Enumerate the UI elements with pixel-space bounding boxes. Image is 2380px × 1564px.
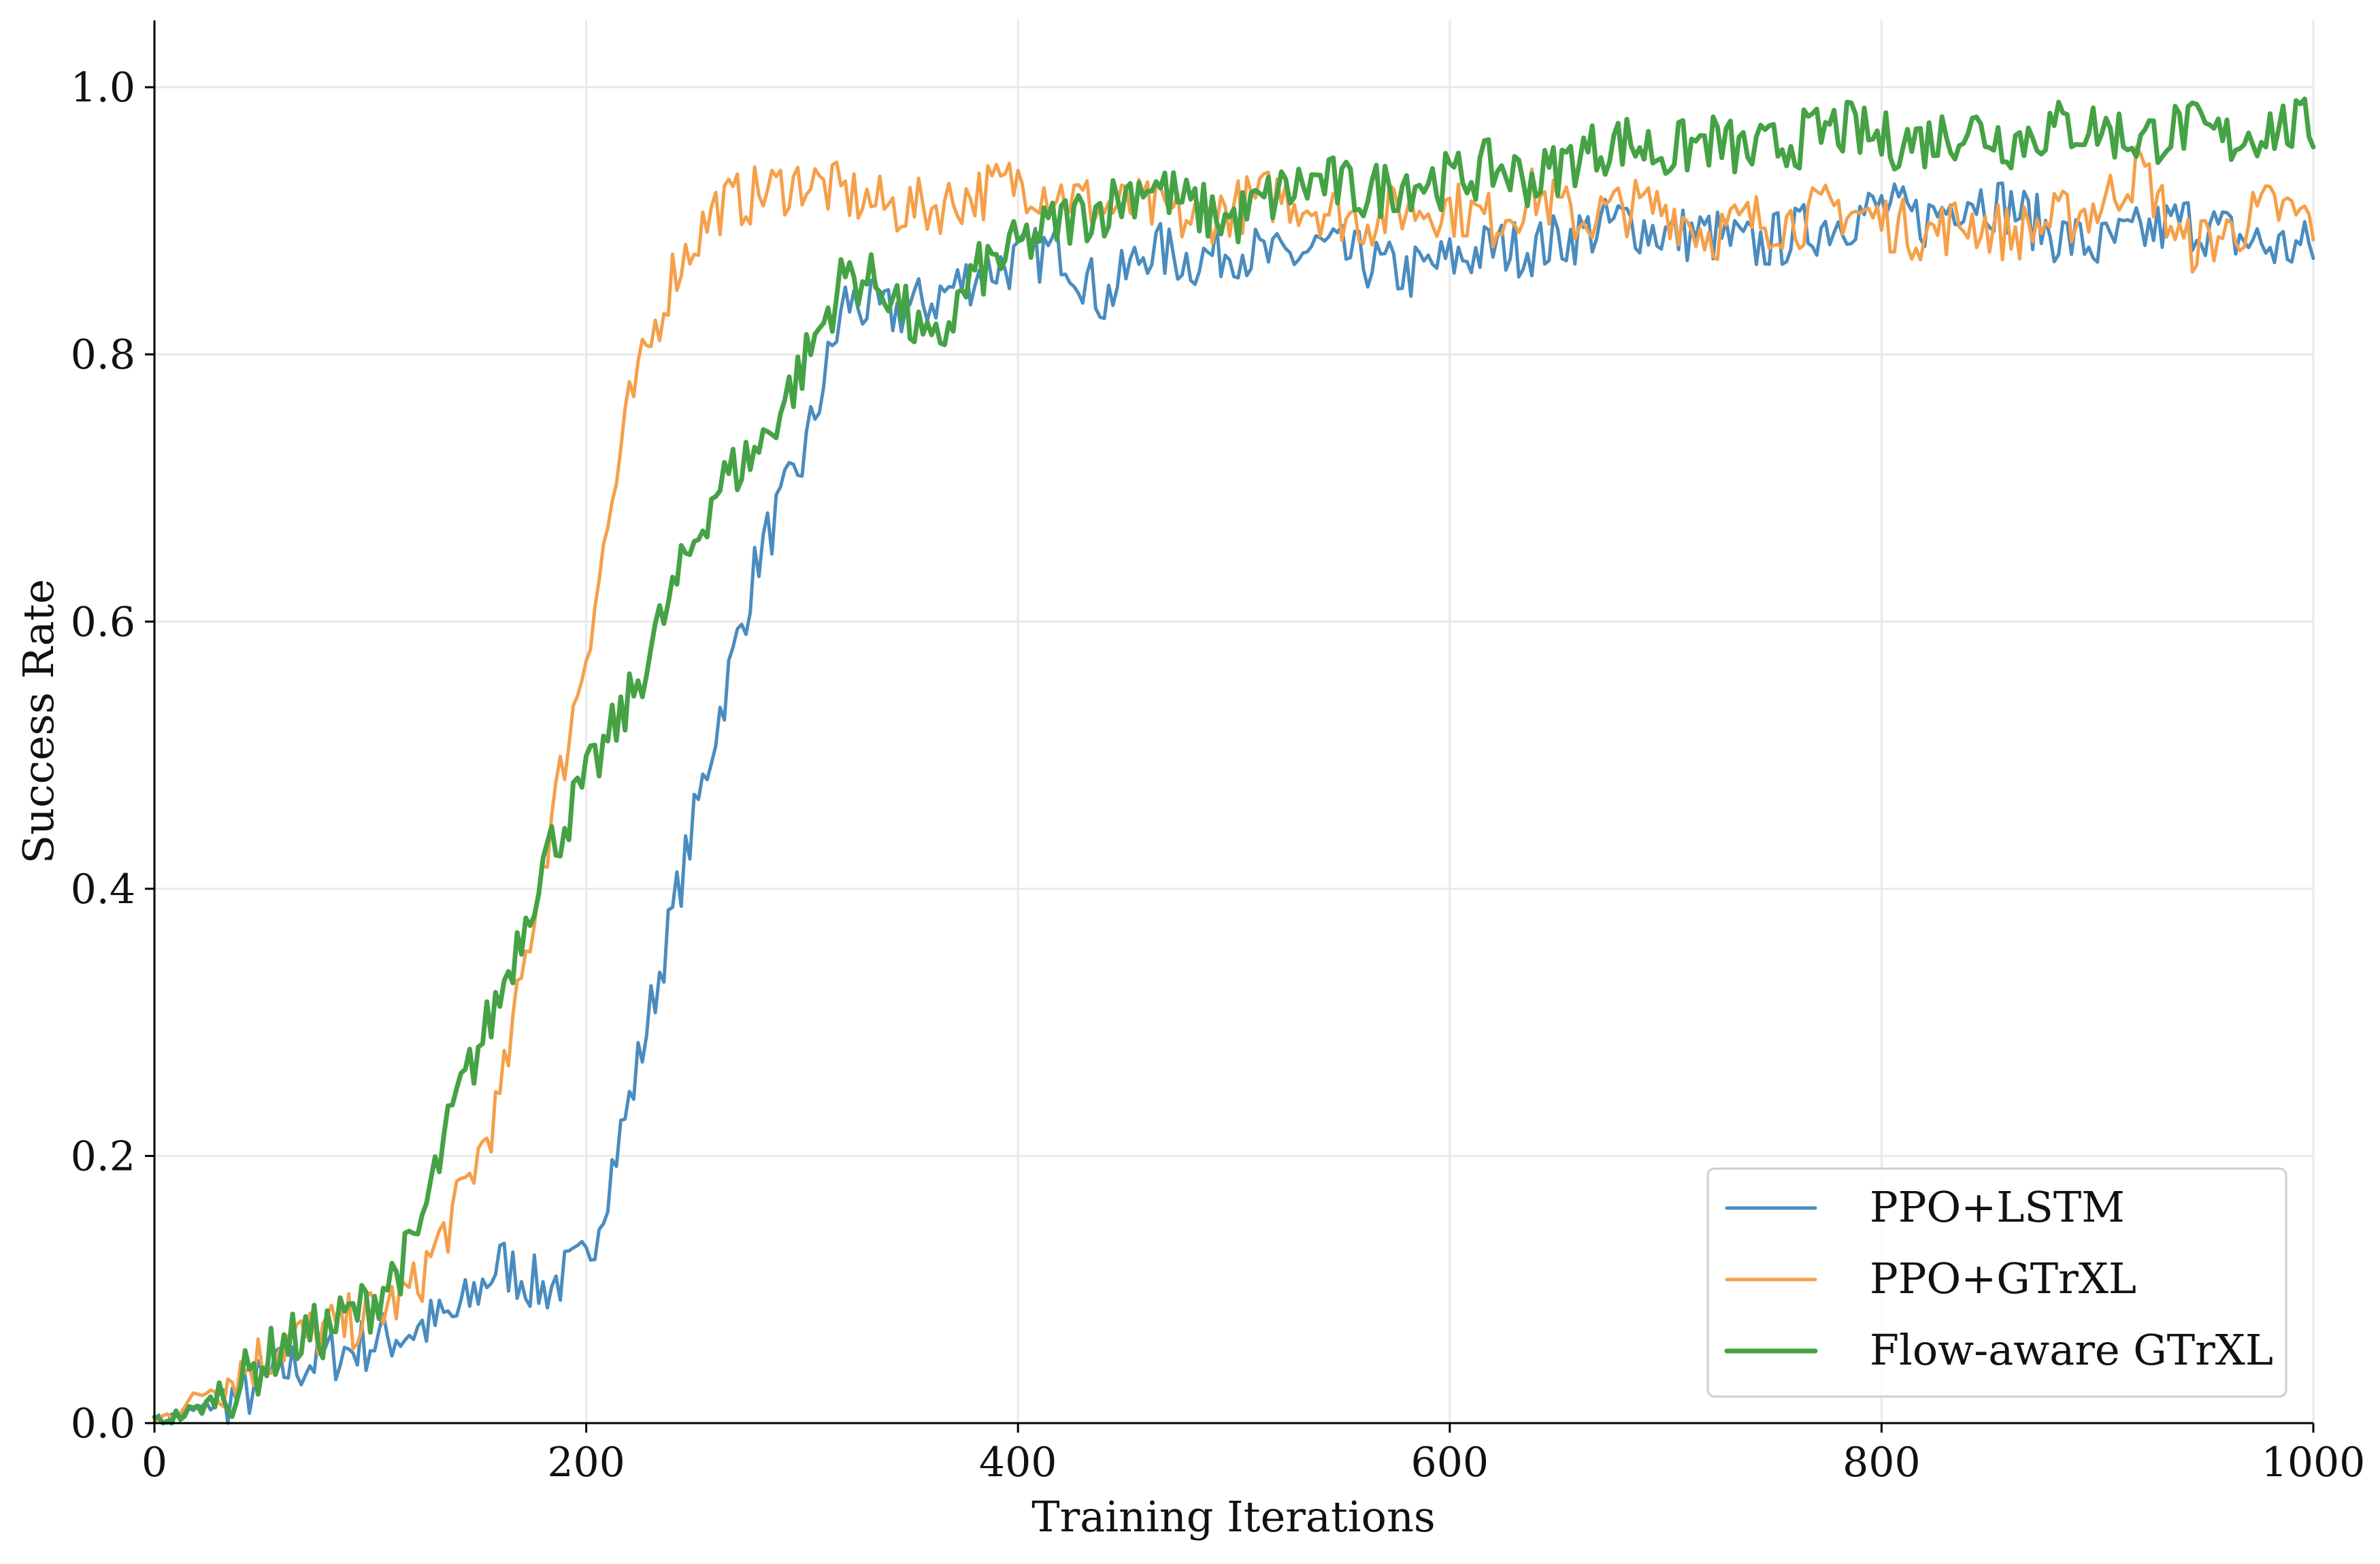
x-tick-label: 1000 <box>2262 1439 2366 1486</box>
legend: PPO+LSTM PPO+GTrXL Flow-aware GTrXL <box>1706 1167 2287 1398</box>
series-line-flow-aware-gtrxl <box>152 96 2316 1426</box>
axes <box>153 20 2313 1424</box>
y-tick-label: 1.0 <box>71 64 135 112</box>
y-axis-title: Success Rate <box>14 579 63 864</box>
x-tick-label: 600 <box>1411 1439 1489 1486</box>
legend-label: Flow-aware GTrXL <box>1870 1325 2273 1375</box>
legend-label: PPO+LSTM <box>1870 1182 2125 1232</box>
tick-labels: 0 200 400 600 800 1000 0.0 0.2 0.4 0.6 0.8 1.0 <box>71 64 2366 1486</box>
legend-label: PPO+GTrXL <box>1870 1254 2136 1303</box>
y-tick-label: 0.4 <box>71 866 135 913</box>
series-lines <box>152 96 2316 1426</box>
x-tick-label: 0 <box>142 1439 167 1486</box>
x-axis-title: Training Iterations <box>1031 1492 1435 1542</box>
legend-items: PPO+LSTM PPO+GTrXL Flow-aware GTrXL <box>1724 1182 2273 1375</box>
series-line-ppo-lstm <box>152 181 2315 1425</box>
y-tick-label: 0.8 <box>71 331 135 379</box>
y-tick-label: 0.6 <box>71 598 135 646</box>
y-tick-label: 0.2 <box>71 1133 135 1180</box>
series-line-ppo-gtrxl <box>152 145 2315 1424</box>
y-tick-label: 0.0 <box>71 1400 135 1448</box>
grid-lines <box>154 20 2315 1423</box>
x-tick-label: 800 <box>1842 1439 1921 1486</box>
x-tick-label: 400 <box>979 1439 1057 1486</box>
legend-box <box>1706 1167 2287 1398</box>
x-tick-label: 200 <box>547 1439 625 1486</box>
